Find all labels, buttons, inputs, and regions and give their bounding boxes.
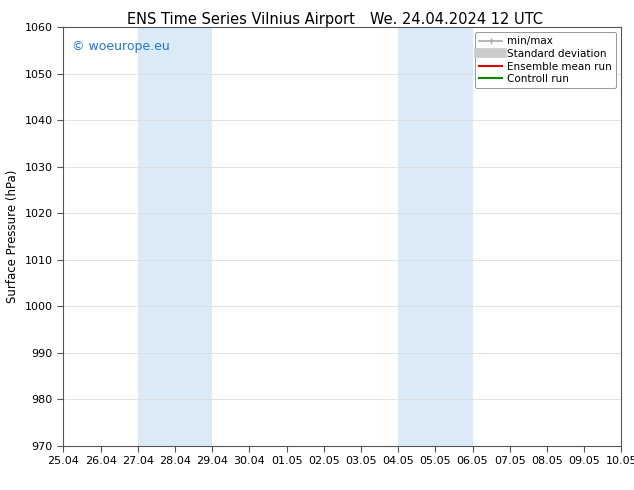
Y-axis label: Surface Pressure (hPa): Surface Pressure (hPa)	[6, 170, 19, 303]
Bar	[398, 27, 472, 446]
Text: We. 24.04.2024 12 UTC: We. 24.04.2024 12 UTC	[370, 12, 543, 27]
Text: © woeurope.eu: © woeurope.eu	[72, 40, 169, 52]
Legend: min/max, Standard deviation, Ensemble mean run, Controll run: min/max, Standard deviation, Ensemble me…	[475, 32, 616, 88]
Text: ENS Time Series Vilnius Airport: ENS Time Series Vilnius Airport	[127, 12, 355, 27]
Bar	[138, 27, 212, 446]
